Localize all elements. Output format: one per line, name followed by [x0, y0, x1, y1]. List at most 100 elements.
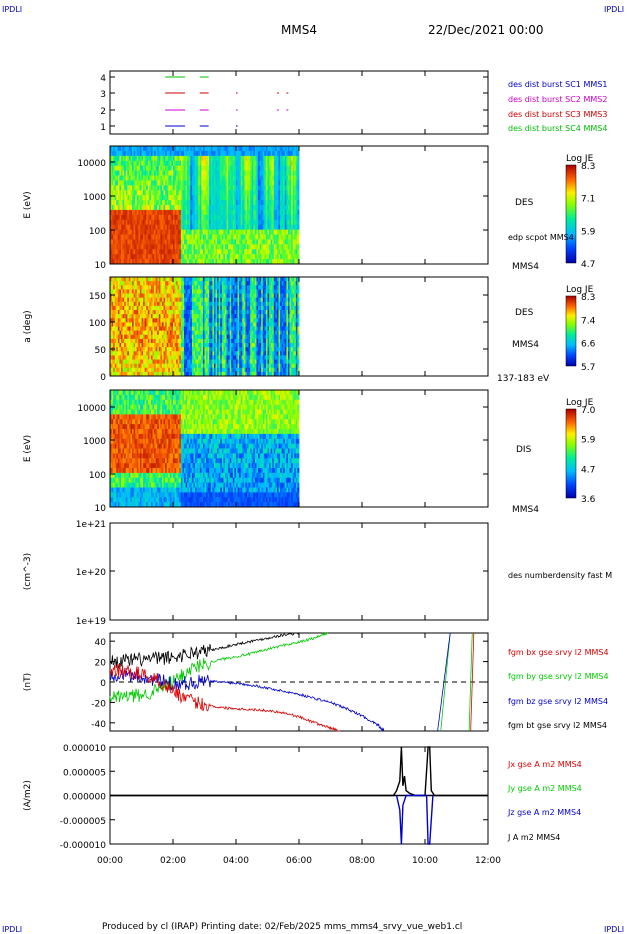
des-energy-cell: [297, 254, 300, 260]
des-energy-cell: [184, 254, 186, 260]
des-pitch-cell: [240, 277, 243, 282]
des-energy-cell: [224, 190, 227, 196]
des-energy-cell: [273, 244, 276, 250]
des-energy-cell: [237, 146, 240, 152]
des-pitch-cell: [236, 355, 238, 360]
des-pitch-cell: [237, 330, 240, 336]
des-energy-cell: [198, 150, 201, 157]
des-energy-cell: [223, 239, 226, 245]
des-energy-cell: [223, 224, 226, 230]
des-pitch-cell: [119, 338, 122, 344]
des-pitch-cell: [144, 355, 147, 360]
des-pitch-cell: [184, 355, 186, 360]
des-energy-cell: [122, 185, 125, 191]
des-pitch-cell: [128, 297, 131, 303]
des-energy-cell: [256, 259, 259, 265]
des-energy-cell: [240, 205, 243, 211]
des-energy-cell: [150, 219, 153, 226]
des-pitch-cell: [201, 289, 204, 294]
des-energy-cell: [226, 180, 229, 186]
des-energy-cell: [147, 205, 150, 211]
des-pitch-cell: [132, 310, 135, 315]
des-energy-cell: [204, 165, 207, 171]
des-energy-cell: [146, 200, 149, 206]
des-pitch-cell: [228, 355, 231, 360]
des-energy-cell: [209, 175, 212, 181]
des-pitch-cell: [224, 351, 227, 356]
des-pitch-cell: [152, 277, 155, 282]
des-energy-cell: [190, 244, 193, 250]
des-energy-cell: [157, 150, 160, 157]
des-pitch-cell: [201, 347, 204, 352]
des-energy-cell: [116, 165, 119, 171]
des-energy-cell: [199, 175, 202, 181]
des-pitch-cell: [217, 322, 220, 327]
des-energy-cell: [229, 180, 232, 186]
des-energy-cell: [264, 185, 267, 191]
des-energy-cell: [187, 146, 190, 152]
des-energy-cell: [130, 155, 133, 162]
des-energy-cell: [223, 190, 226, 196]
des-pitch-cell: [207, 281, 210, 286]
des-pitch-cell: [160, 359, 163, 365]
des-energy-cell: [177, 175, 180, 181]
des-pitch-cell: [146, 363, 149, 369]
des-energy-cell: [176, 259, 179, 265]
des-pitch-cell: [223, 330, 226, 336]
des-pitch-cell: [204, 297, 207, 303]
des-energy-cell: [248, 205, 251, 211]
des-pitch-cell: [119, 326, 122, 332]
des-energy-cell: [256, 165, 259, 171]
des-energy-cell: [204, 249, 207, 255]
des-pitch-cell: [121, 314, 124, 319]
des-energy-cell: [121, 180, 124, 186]
des-energy-cell: [264, 214, 267, 221]
des-energy-cell: [143, 209, 146, 216]
des-pitch-cell: [217, 355, 220, 360]
des-pitch-cell: [202, 285, 205, 290]
des-pitch-cell: [207, 363, 210, 369]
des-energy-cell: [177, 185, 180, 191]
des-energy-cell: [177, 146, 180, 152]
des-energy-cell: [125, 239, 128, 245]
des-energy-cell: [117, 205, 120, 211]
des-energy-cell: [297, 209, 300, 216]
des-energy-cell: [149, 259, 152, 265]
des-energy-cell: [117, 155, 120, 162]
des-energy-cell: [239, 254, 242, 260]
des-pitch-cell: [199, 285, 202, 290]
des-energy-cell: [111, 165, 114, 171]
des-pitch-cell: [177, 363, 180, 369]
des-pitch-cell: [161, 343, 164, 348]
des-energy-cell: [130, 195, 133, 201]
des-pitch-cell: [149, 326, 152, 332]
des-pitch-cell: [144, 281, 147, 286]
des-energy-cell: [220, 224, 223, 230]
des-energy-cell: [224, 160, 227, 167]
des-energy-cell: [270, 155, 273, 162]
des-energy-cell: [152, 185, 155, 191]
des-pitch-cell: [114, 359, 117, 365]
des-energy-cell: [247, 209, 250, 216]
des-energy-cell: [237, 234, 240, 240]
des-energy-cell: [207, 170, 210, 176]
des-energy-cell: [202, 165, 205, 171]
des-energy-cell: [283, 160, 286, 167]
des-pitch-cell: [221, 326, 224, 332]
des-energy-cell: [139, 219, 142, 226]
des-pitch-cell: [165, 310, 168, 315]
des-energy-cell: [146, 195, 149, 201]
des-energy-cell: [259, 190, 262, 196]
des-energy-cell: [190, 239, 193, 245]
des-energy-cell: [229, 185, 232, 191]
des-energy-cell: [265, 190, 268, 196]
des-energy-cell: [127, 170, 130, 176]
des-pitch-cell: [111, 359, 114, 365]
des-energy-cell: [295, 244, 298, 250]
des-energy-cell: [133, 229, 136, 235]
des-energy-cell: [161, 185, 164, 191]
des-energy-cell: [278, 185, 281, 191]
des-energy-cell: [213, 190, 216, 196]
des-energy-cell: [119, 155, 122, 162]
des-energy-cell: [297, 239, 300, 245]
